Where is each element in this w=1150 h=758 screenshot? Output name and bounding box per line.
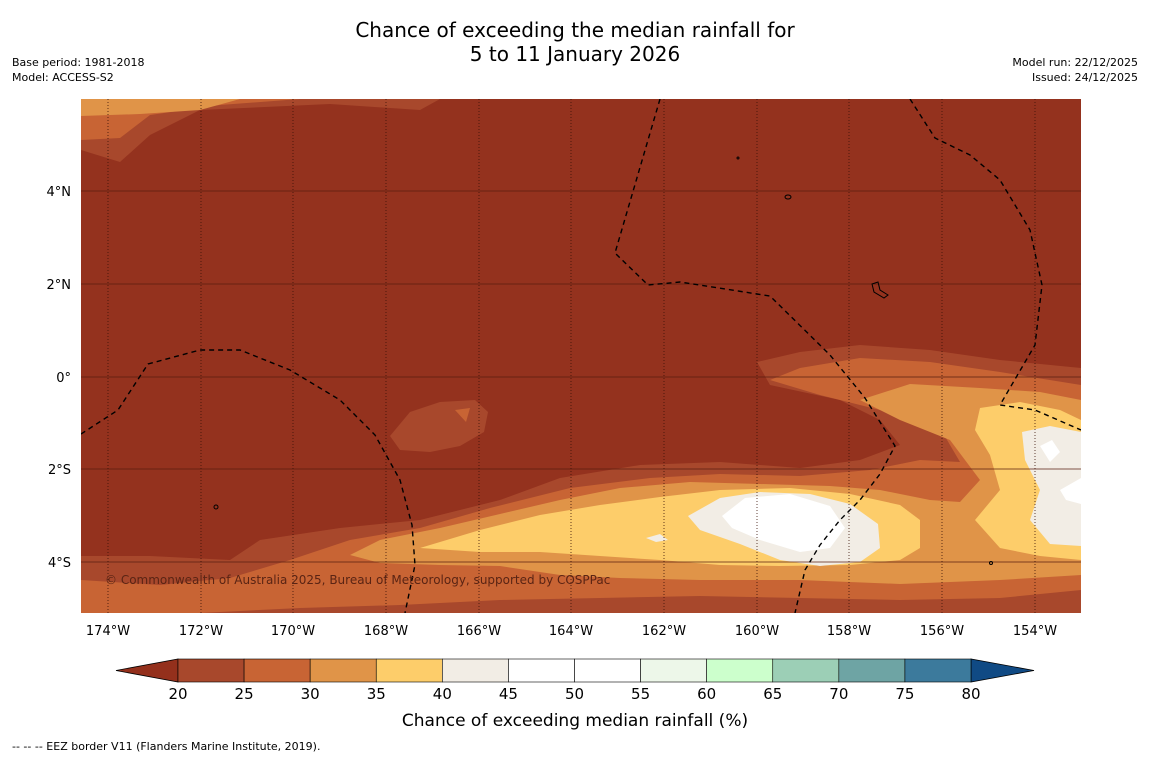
lat-label: 4°N bbox=[47, 185, 72, 200]
island-4 bbox=[736, 156, 740, 160]
contour-east-45 bbox=[1022, 426, 1081, 546]
colorbar-label: Chance of exceeding median rainfall (%) bbox=[402, 711, 748, 731]
colorbar-segment bbox=[243, 658, 311, 683]
colorbar-tick-label: 35 bbox=[367, 685, 386, 703]
islands bbox=[213, 156, 993, 565]
colorbar: 20 25 30 35 40 45 50 55 60 65 70 75 80 Chance of exc… bbox=[115, 658, 1035, 731]
title-line-1: Chance of exceeding the median rainfall … bbox=[355, 18, 795, 42]
copyright-text: © Commonwealth of Australia 2025, Bureau… bbox=[105, 573, 610, 587]
colorbar-segment bbox=[375, 658, 443, 683]
lon-label: 162°W bbox=[642, 624, 686, 639]
base-period: Base period: 1981-2018 bbox=[12, 56, 145, 69]
colorbar-tick-label: 45 bbox=[499, 685, 518, 703]
colorbar-segment bbox=[904, 658, 972, 683]
contour-south-50 bbox=[722, 494, 845, 552]
colorbar-segment bbox=[640, 658, 707, 683]
lon-label: 172°W bbox=[179, 624, 223, 639]
eez-borders bbox=[81, 99, 1081, 613]
colorbar-segment bbox=[442, 658, 509, 683]
colorbar-tick-label: 65 bbox=[763, 685, 782, 703]
footer-legend: -- -- -- EEZ border V11 (Flanders Marine… bbox=[12, 740, 321, 753]
lon-label: 170°W bbox=[271, 624, 315, 639]
colorbar-tick-label: 80 bbox=[961, 685, 980, 703]
contour-south-45b bbox=[646, 534, 668, 542]
contour-east-50b bbox=[1040, 440, 1060, 462]
issued-date: Issued: 24/12/2025 bbox=[1031, 71, 1138, 84]
colorbar-tick-label: 70 bbox=[829, 685, 848, 703]
lat-label: 2°N bbox=[47, 278, 72, 293]
eez-border-west bbox=[81, 349, 416, 613]
colorbar-low-arrow bbox=[115, 658, 179, 683]
colorbar-segment bbox=[706, 658, 774, 683]
model-run: Model run: 22/12/2025 bbox=[1012, 56, 1138, 69]
colorbar-segment bbox=[574, 658, 641, 683]
island-1 bbox=[784, 194, 792, 200]
colorbar-tick-label: 75 bbox=[895, 685, 914, 703]
lon-label: 158°W bbox=[827, 624, 871, 639]
colorbar-segment bbox=[508, 658, 575, 683]
colorbar-segment bbox=[177, 658, 245, 683]
lat-label: 0° bbox=[56, 371, 71, 386]
lon-label: 174°W bbox=[86, 624, 130, 639]
lon-label: 166°W bbox=[457, 624, 501, 639]
colorbar-tick-labels: 20 25 30 35 40 45 50 55 60 65 70 75 80 bbox=[168, 685, 980, 703]
meta-right: Model run: 22/12/2025 Issued: 24/12/2025 bbox=[1012, 55, 1138, 85]
island-2 bbox=[871, 281, 889, 299]
model-name: Model: ACCESS-S2 bbox=[12, 71, 114, 84]
colorbar-tick-label: 30 bbox=[301, 685, 320, 703]
colorbar-tick-label: 55 bbox=[631, 685, 650, 703]
colorbar-tick-label: 20 bbox=[168, 685, 187, 703]
colorbar-tick-label: 25 bbox=[235, 685, 254, 703]
latitude-labels: 4°N 2°N 0° 2°S 4°S bbox=[47, 185, 72, 571]
eez-border-east bbox=[909, 99, 1081, 431]
colorbar-segments bbox=[177, 658, 972, 683]
map-area: © Commonwealth of Australia 2025, Bureau… bbox=[81, 99, 1081, 613]
colorbar-segment bbox=[772, 658, 840, 683]
lon-label: 164°W bbox=[549, 624, 593, 639]
eez-border-central bbox=[614, 99, 896, 613]
lat-label: 4°S bbox=[48, 556, 71, 571]
graticule-parallels bbox=[81, 190, 1081, 563]
contour-top-left-25 bbox=[81, 99, 440, 162]
longitude-labels: 174°W 172°W 170°W 168°W 166°W 164°W 162°… bbox=[86, 624, 1057, 639]
lon-label: 168°W bbox=[364, 624, 408, 639]
colorbar-segment bbox=[309, 658, 377, 683]
colorbar-tick-label: 60 bbox=[697, 685, 716, 703]
map-title: Chance of exceeding the median rainfall … bbox=[0, 18, 1150, 66]
contour-patch-30 bbox=[455, 408, 470, 422]
contour-top-left-35 bbox=[81, 99, 240, 116]
meta-left: Base period: 1981-2018 Model: ACCESS-S2 bbox=[12, 55, 144, 85]
colorbar-tick-label: 50 bbox=[565, 685, 584, 703]
lon-label: 156°W bbox=[920, 624, 964, 639]
island-3 bbox=[213, 504, 219, 510]
colorbar-high-arrow bbox=[970, 658, 1035, 683]
island-5 bbox=[989, 561, 993, 565]
lon-label: 160°W bbox=[735, 624, 779, 639]
contour-east-50 bbox=[1060, 478, 1081, 504]
colorbar-tick-label: 40 bbox=[433, 685, 452, 703]
lon-label: 154°W bbox=[1013, 624, 1057, 639]
title-line-2: 5 to 11 January 2026 bbox=[469, 42, 681, 66]
lat-label: 2°S bbox=[48, 463, 71, 478]
colorbar-segment bbox=[838, 658, 906, 683]
